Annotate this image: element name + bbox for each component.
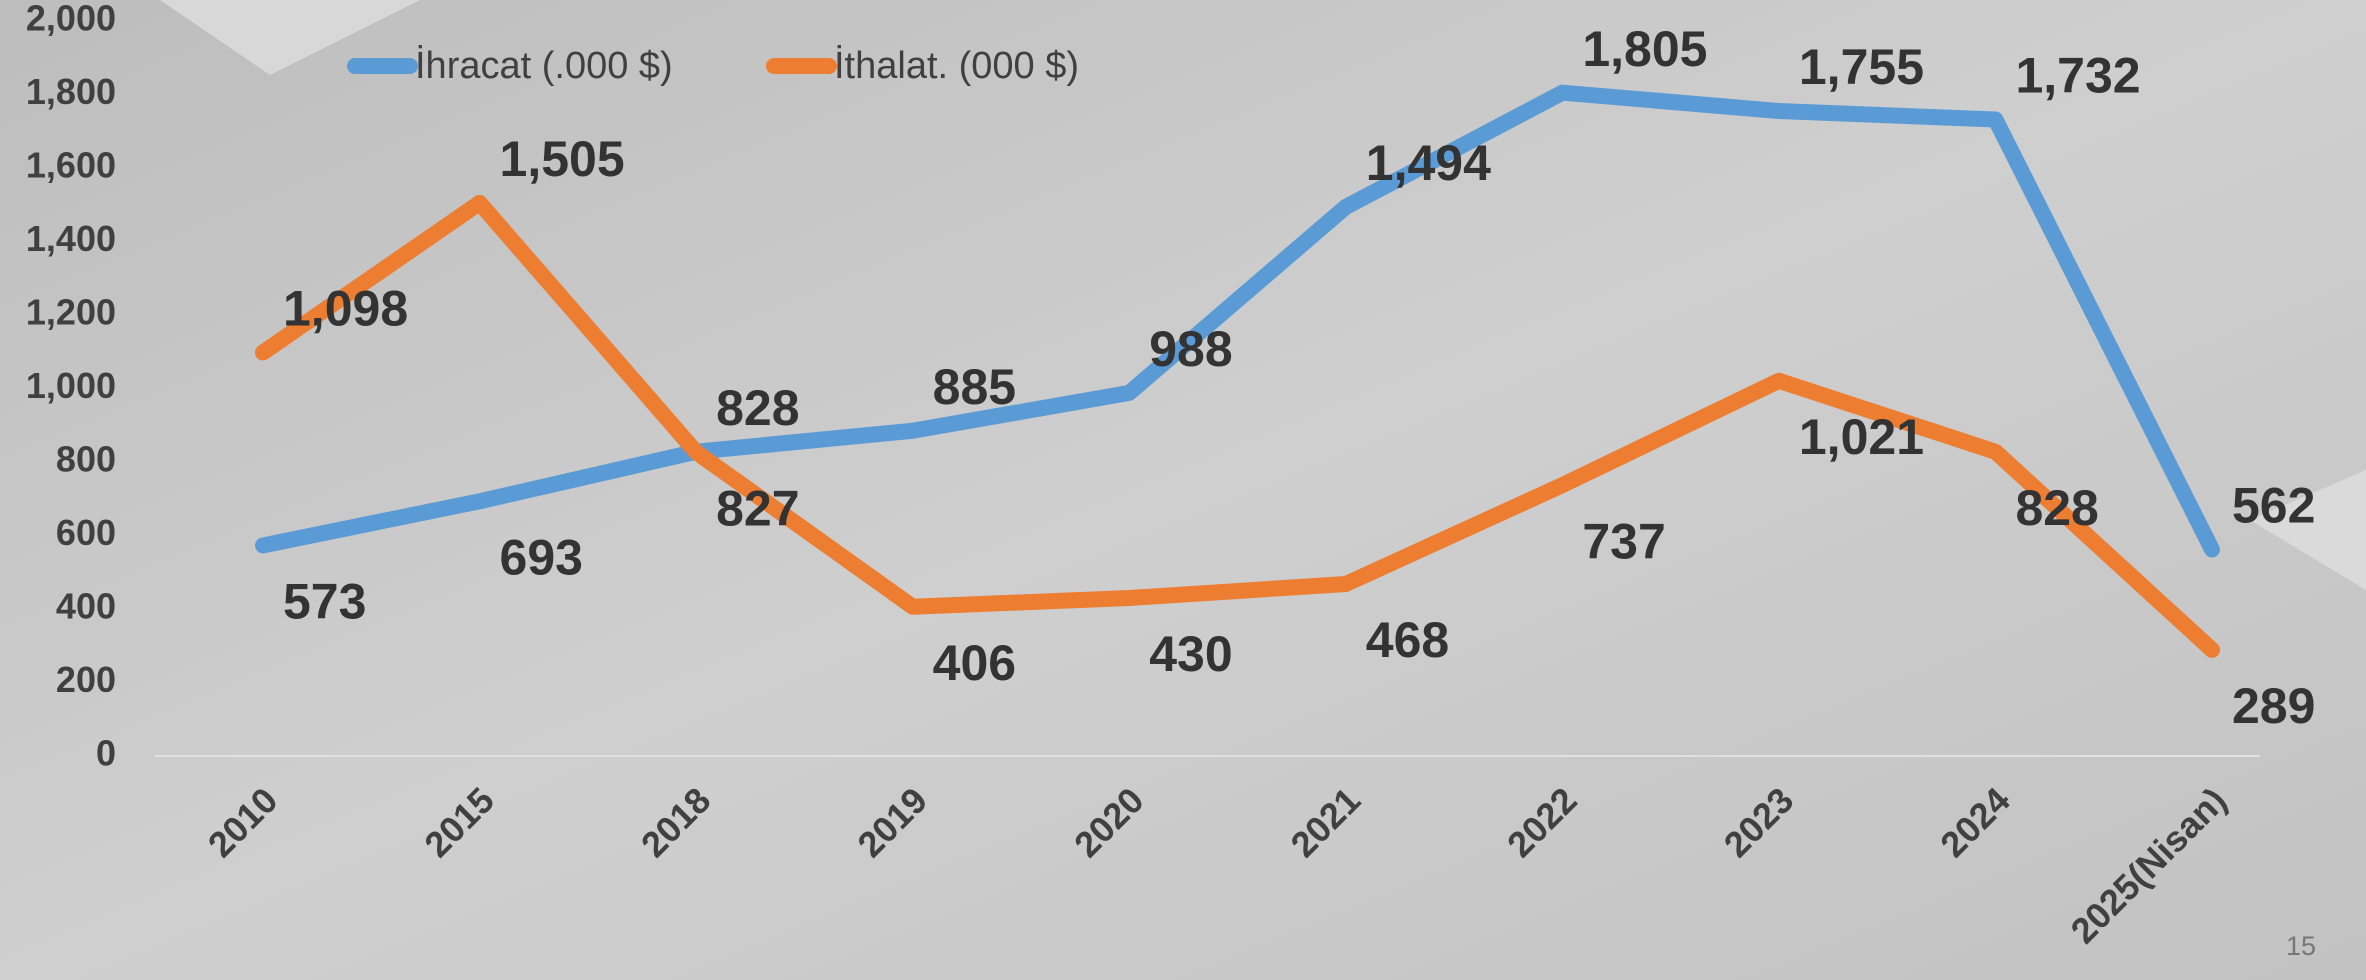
y-tick-label: 600 xyxy=(56,512,116,553)
y-tick-label: 400 xyxy=(56,586,116,627)
y-tick-label: 200 xyxy=(56,659,116,700)
data-label: 828 xyxy=(2015,480,2098,536)
series-line xyxy=(255,84,2220,558)
data-label: 1,021 xyxy=(1799,409,1924,465)
decor xyxy=(2250,470,2366,590)
data-label: 1,805 xyxy=(1582,21,1707,77)
data-label: 827 xyxy=(716,480,799,536)
legend-label: İhracat (.000 $) xyxy=(415,44,673,87)
legend-label: İthalat. (000 $) xyxy=(834,44,1079,87)
data-label: 562 xyxy=(2232,478,2315,534)
y-tick-label: 1,400 xyxy=(26,218,116,259)
y-tick-label: 2,000 xyxy=(26,0,116,39)
y-tick-label: 1,800 xyxy=(26,71,116,112)
data-label: 289 xyxy=(2232,678,2315,734)
data-label: 1,098 xyxy=(283,281,408,337)
series-line xyxy=(255,194,2220,658)
data-label: 828 xyxy=(716,380,799,436)
y-tick-label: 1,600 xyxy=(26,145,116,186)
data-label: 406 xyxy=(933,635,1016,691)
data-label: 468 xyxy=(1366,612,1449,668)
y-tick-label: 1,000 xyxy=(26,365,116,406)
data-label: 1,732 xyxy=(2015,48,2140,104)
data-label: 885 xyxy=(933,359,1016,415)
page-number: 15 xyxy=(2286,931,2316,961)
y-tick-label: 1,200 xyxy=(26,292,116,333)
data-label: 1,494 xyxy=(1366,135,1491,191)
data-label: 573 xyxy=(283,574,366,630)
y-tick-label: 0 xyxy=(96,733,116,774)
data-label: 988 xyxy=(1149,321,1232,377)
data-label: 430 xyxy=(1149,626,1232,682)
data-label: 737 xyxy=(1582,513,1665,569)
decor xyxy=(160,0,420,75)
data-label: 1,505 xyxy=(500,131,625,187)
data-label: 1,755 xyxy=(1799,39,1924,95)
y-tick-label: 800 xyxy=(56,439,116,480)
data-label: 693 xyxy=(500,530,583,586)
